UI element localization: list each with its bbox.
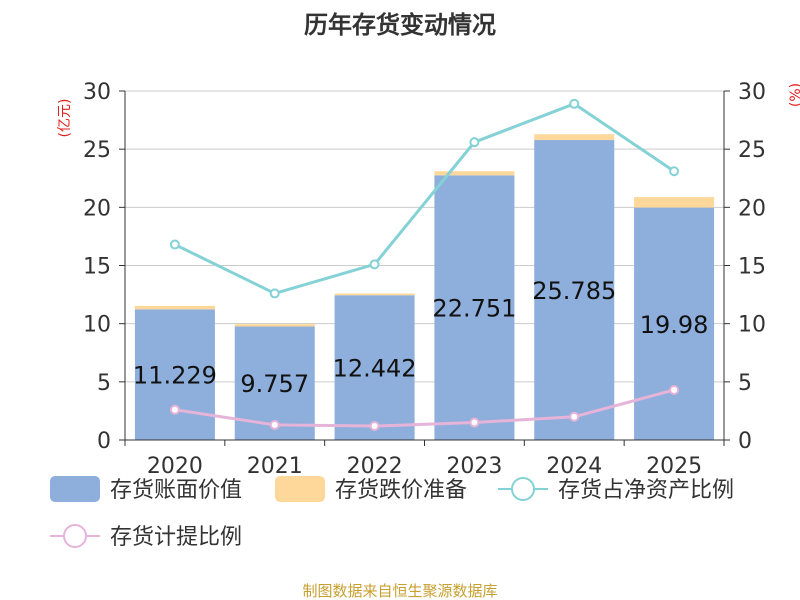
right-tick-label: 15	[738, 255, 766, 280]
x-tick-label: 2023	[446, 454, 502, 479]
bar	[334, 295, 415, 440]
right-tick-label: 10	[738, 313, 766, 338]
bar	[534, 134, 615, 141]
bar-value-label: 25.785	[532, 277, 616, 305]
bar	[534, 140, 615, 441]
bar	[434, 175, 515, 441]
legend-swatch-marker	[511, 477, 535, 501]
right-tick-label: 25	[738, 138, 766, 163]
bars	[134, 134, 715, 441]
source-footer: 制图数据来自恒生聚源数据库	[302, 582, 497, 600]
series-line	[174, 102, 675, 296]
bar	[134, 305, 215, 310]
bar-value-label: 22.751	[432, 295, 516, 323]
bar	[434, 171, 515, 176]
legend-swatch	[50, 476, 100, 502]
left-tick-label: 15	[83, 255, 111, 280]
lines	[169, 98, 680, 432]
bar-value-label: 11.229	[133, 362, 217, 390]
x-tick-label: 2025	[646, 454, 702, 479]
line-point	[569, 411, 580, 422]
bar-value-label: 19.98	[640, 311, 709, 339]
legend-label: 存货占净资产比例	[558, 478, 734, 503]
line-point	[469, 137, 480, 148]
bar	[234, 324, 315, 327]
left-tick-label: 5	[97, 371, 111, 396]
right-tick-label: 30	[738, 80, 766, 105]
line-point	[269, 419, 280, 430]
right-axis-unit: (%)	[788, 83, 800, 107]
left-tick-label: 30	[83, 80, 111, 105]
data-labels: 11.229 9.757 12.442 22.751 25.785 19.98	[133, 277, 709, 398]
right-tick-label: 5	[738, 371, 752, 396]
left-tick-label: 20	[83, 196, 111, 221]
left-tick-label: 10	[83, 313, 111, 338]
line-point	[269, 288, 280, 299]
line-point	[669, 166, 680, 177]
right-tick-label: 0	[738, 429, 752, 454]
line-point	[169, 404, 180, 415]
bar	[334, 293, 415, 296]
line-point	[569, 98, 580, 109]
left-axis-unit: (亿元)	[57, 99, 73, 138]
bar	[634, 207, 715, 440]
x-tick-label: 2024	[546, 454, 602, 479]
legend-label: 存货账面价值	[110, 478, 242, 503]
bar	[634, 197, 715, 208]
series-line	[174, 388, 675, 428]
line-point	[169, 239, 180, 250]
chart-title: 历年存货变动情况	[304, 11, 496, 39]
right-tick-label: 20	[738, 196, 766, 221]
x-tick-label: 2022	[347, 454, 403, 479]
bar	[134, 309, 215, 440]
line-point	[369, 259, 380, 270]
left-tick-label: 25	[83, 138, 111, 163]
x-tick-label: 2021	[247, 454, 303, 479]
bar-value-label: 12.442	[333, 355, 417, 383]
legend-label: 存货跌价准备	[335, 478, 467, 503]
bar-value-label: 9.757	[240, 370, 309, 398]
line-point	[469, 417, 480, 428]
line-point	[369, 421, 380, 432]
grid	[125, 90, 724, 383]
legend-swatch-marker	[63, 524, 87, 548]
legend-swatch	[275, 476, 325, 502]
x-tick-label: 2020	[147, 454, 203, 479]
left-tick-label: 0	[97, 429, 111, 454]
line-point	[669, 384, 680, 395]
legend-label: 存货计提比例	[110, 525, 242, 550]
